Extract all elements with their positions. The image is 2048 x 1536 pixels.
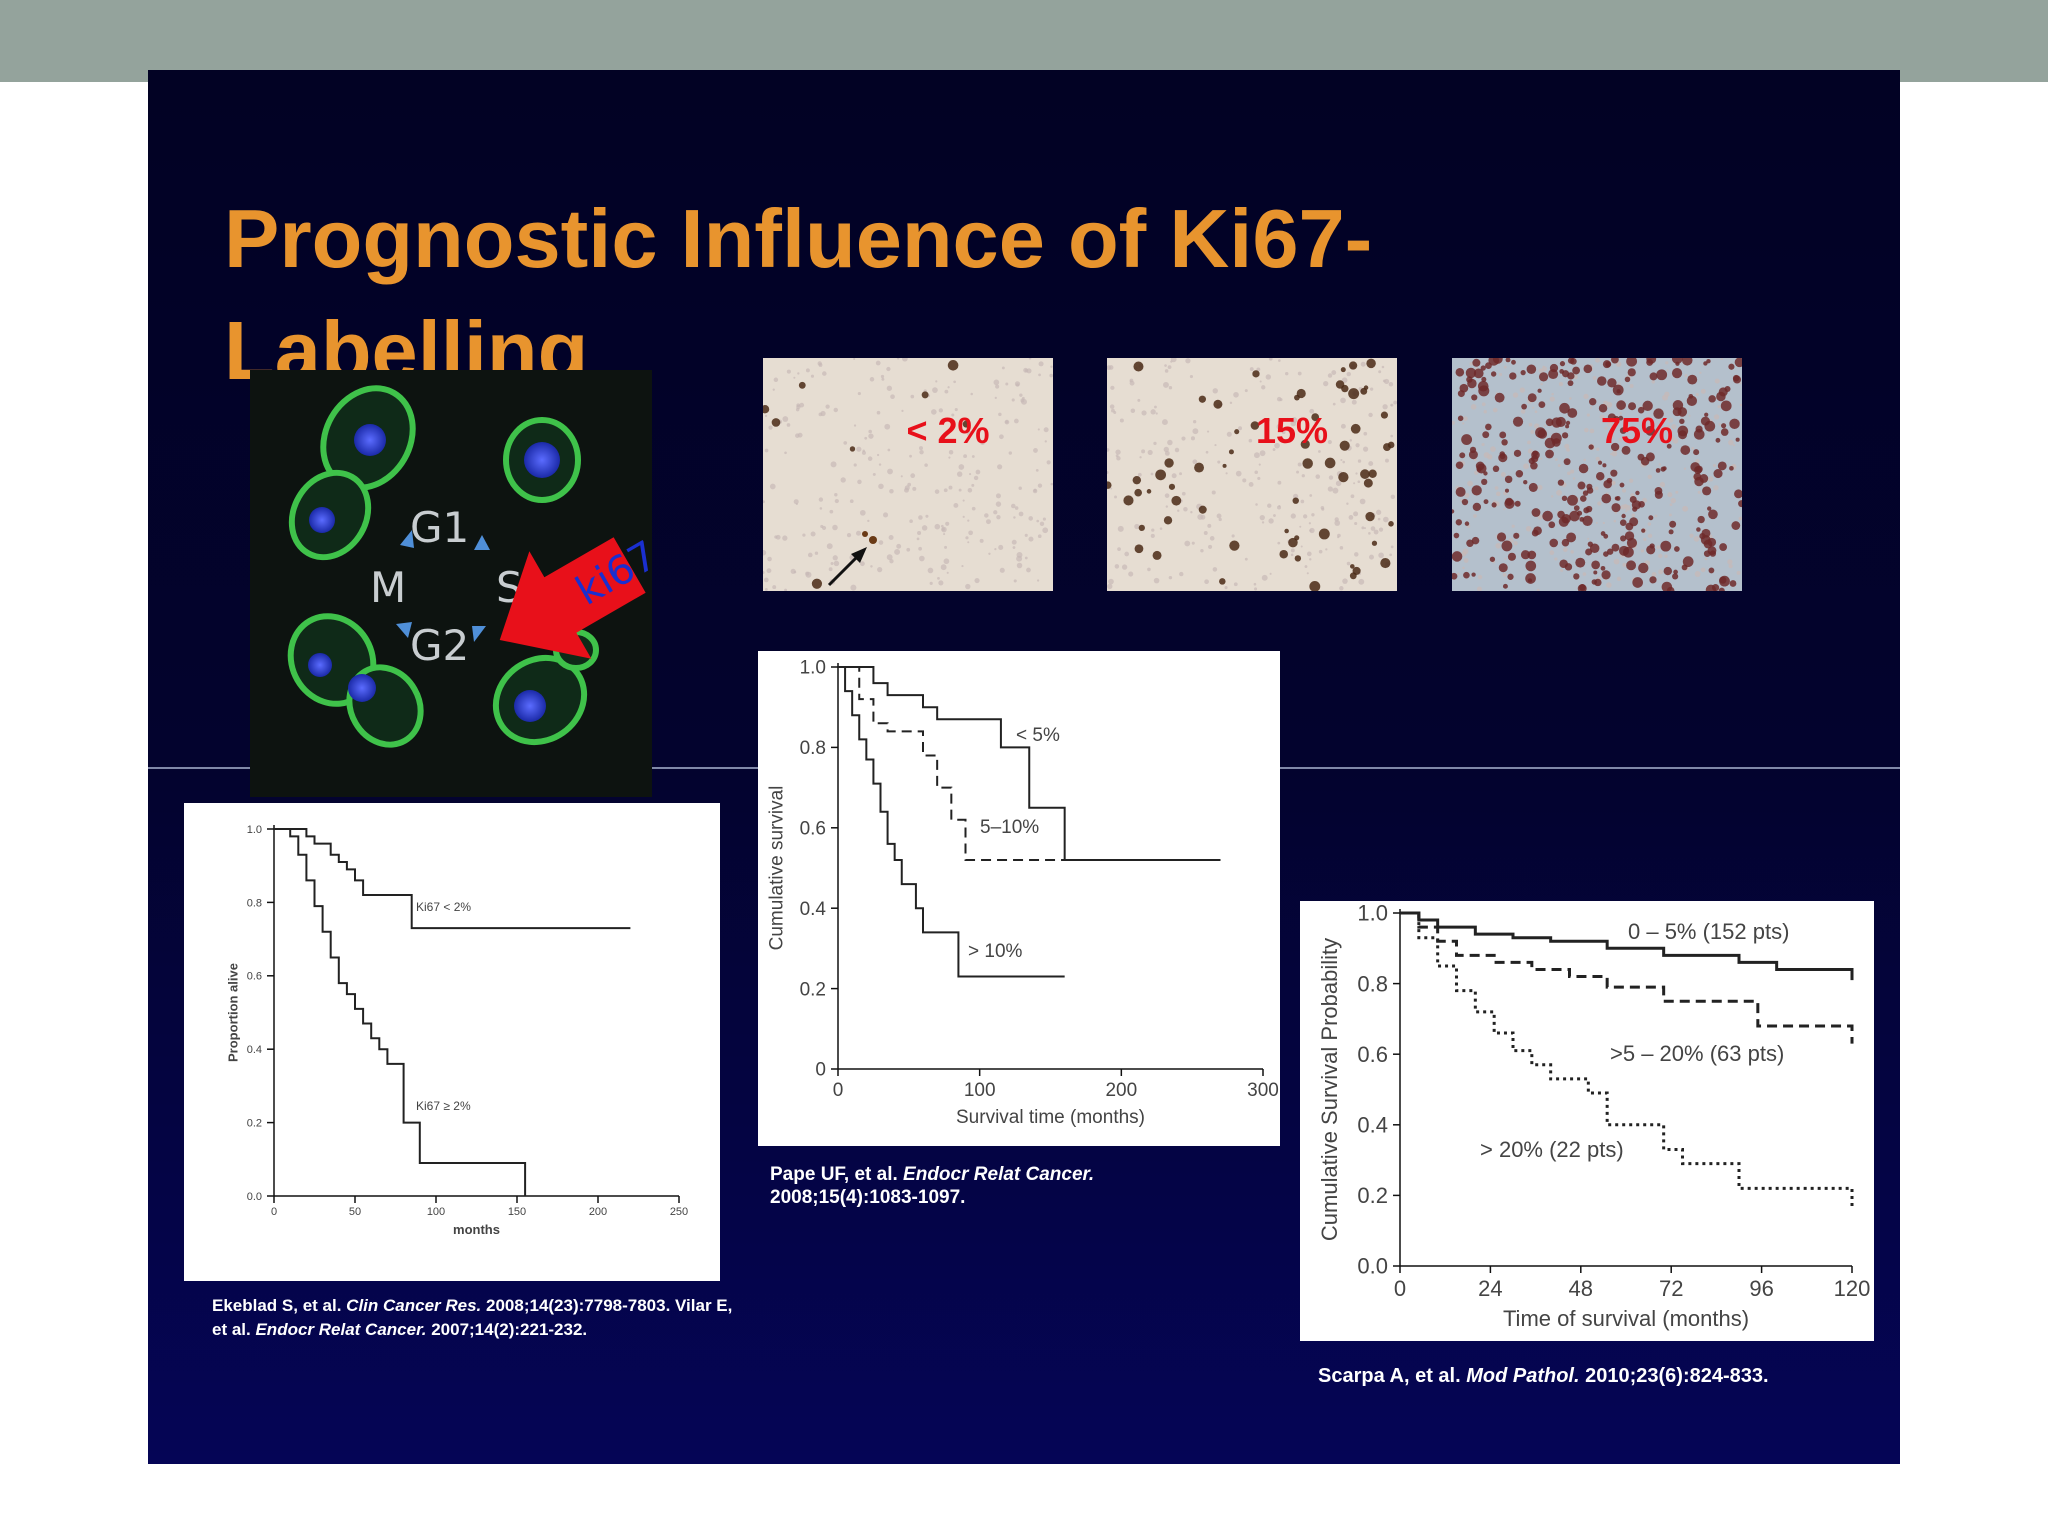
y-tick-label: 0.8 [800,738,826,759]
y-tick-label: 0.8 [1357,971,1388,996]
citation-ekeblad-journal2: Endocr Relat Cancer. [255,1320,427,1339]
series-line [274,828,631,930]
y-tick-label: 0.6 [247,971,262,983]
y-tick-label: 0.6 [800,818,826,839]
citation-ekeblad-journal1: Clin Cancer Res. [346,1296,482,1315]
y-axis-label: Proportion alive [226,963,241,1062]
micrograph-mid: 15% [1107,358,1397,591]
series-label: >5 – 20% (63 pts) [1610,1041,1784,1066]
y-tick-label: 0.2 [247,1117,262,1129]
x-tick-label: 200 [1105,1080,1137,1101]
x-tick-label: 100 [964,1080,996,1101]
x-tick-label: 24 [1478,1276,1502,1301]
y-tick-label: 0.0 [247,1191,262,1203]
micrograph-high: 75% [1452,358,1742,591]
series-label: Ki67 < 2% [416,900,471,914]
x-tick-label: 0 [1394,1276,1406,1301]
y-tick-label: 0.4 [800,899,827,920]
citation-scarpa: Scarpa A, et al. Mod Pathol. 2010;23(6):… [1318,1362,1818,1390]
slide-title: Prognostic Influence of Ki67-Labelling [224,192,1373,379]
x-tick-label: 50 [349,1206,361,1218]
y-tick-label: 0.4 [1357,1113,1388,1138]
citation-pape-authors: Pape UF, et al. [770,1164,904,1185]
micrograph-high-label: 75% [1600,410,1674,451]
x-tick-label: 200 [589,1206,607,1218]
y-tick-label: 0.2 [800,979,826,1000]
series-label: Ki67 ≥ 2% [416,1099,471,1113]
x-tick-label: 96 [1749,1276,1773,1301]
y-tick-label: 1.0 [247,824,262,836]
x-tick-label: 48 [1569,1276,1593,1301]
citation-pape-journal: Endocr Relat Cancer. [903,1164,1095,1185]
y-tick-label: 0.8 [247,897,262,909]
nuclei [308,424,560,722]
x-tick-label: 72 [1659,1276,1683,1301]
cycle-arrowheads [396,530,490,642]
citation-scarpa-details: 2010;23(6):824-833. [1579,1365,1769,1387]
chart-ekeblad: 0 50 100 150 200 250 0.0 0.2 0.4 0.6 0.8 1.0 months P… [184,803,720,1281]
x-axis-label: Time of survival (months) [1503,1306,1749,1331]
x-tick-label: 250 [670,1206,688,1218]
phase-m: M [370,563,406,612]
y-tick-label: 0.2 [1357,1183,1388,1208]
citation-scarpa-journal: Mod Pathol. [1466,1365,1580,1387]
x-axis-label: months [453,1222,500,1237]
y-tick-label: 1.0 [800,658,826,679]
x-tick-label: 100 [427,1206,445,1218]
series-label: > 10% [968,941,1023,962]
micrograph-mid-label: 15% [1255,410,1329,451]
series-line [1400,911,1854,1206]
cell-cycle-figure: G1 S G2 M ki67 [250,370,652,797]
citation-pape: Pape UF, et al. Endocr Relat Cancer. 200… [770,1163,1110,1209]
x-tick-label: 300 [1247,1080,1279,1101]
y-tick-label: 0.4 [247,1044,262,1056]
series-label: 0 – 5% (152 pts) [1628,919,1789,944]
x-tick-label: 0 [271,1206,277,1218]
y-tick-label: 1.0 [1357,901,1388,926]
series-label: > 20% (22 pts) [1480,1137,1624,1162]
x-tick-label: 120 [1834,1276,1871,1301]
phase-g2: G2 [410,621,469,670]
citation-ekeblad-mid: 2008;14(23):7798-7803. Vilar E, et al. [212,1296,733,1339]
y-tick-label: 0 [815,1060,826,1081]
citation-pape-details: 2008;15(4):1083-1097. [770,1187,966,1208]
phase-g1: G1 [410,503,469,552]
y-axis-label: Cumulative Survival Probability [1317,938,1342,1241]
y-tick-label: 0.6 [1357,1042,1388,1067]
x-axis-label: Survival time (months) [956,1107,1145,1128]
y-axis-label: Cumulative survival [766,786,787,951]
citation-scarpa-authors: Scarpa A, et al. [1318,1365,1467,1387]
yeast-cells [287,385,599,748]
x-tick-label: 0 [833,1080,844,1101]
chart-pape: 0 100 200 300 0 0.2 0.4 0.6 0.8 1.0 Survival time … [758,651,1280,1146]
x-tick-label: 150 [508,1206,526,1218]
citation-ekeblad-authors: Ekeblad S, et al. [212,1296,347,1315]
y-tick-label: 0.0 [1357,1254,1388,1279]
citation-ekeblad-details: 2007;14(2):221-232. [426,1320,588,1339]
micrograph-low-label: < 2% [906,410,990,451]
series-line [1400,911,1854,981]
micrograph-low: < 2% [763,358,1053,591]
citation-ekeblad: Ekeblad S, et al. Clin Cancer Res. 2008;… [212,1294,752,1342]
series-line [274,828,527,1196]
series-line [838,666,1221,861]
series-line [838,666,1221,861]
series-line [838,666,1065,978]
series-label: < 5% [1016,725,1060,746]
chart-scarpa: 0 24 48 72 96 120 0.0 0.2 0.4 0.6 0.8 1.0 Time of su… [1300,901,1874,1341]
series-label: 5–10% [980,817,1039,838]
series-line [1400,911,1854,1044]
top-bar [0,0,2048,82]
